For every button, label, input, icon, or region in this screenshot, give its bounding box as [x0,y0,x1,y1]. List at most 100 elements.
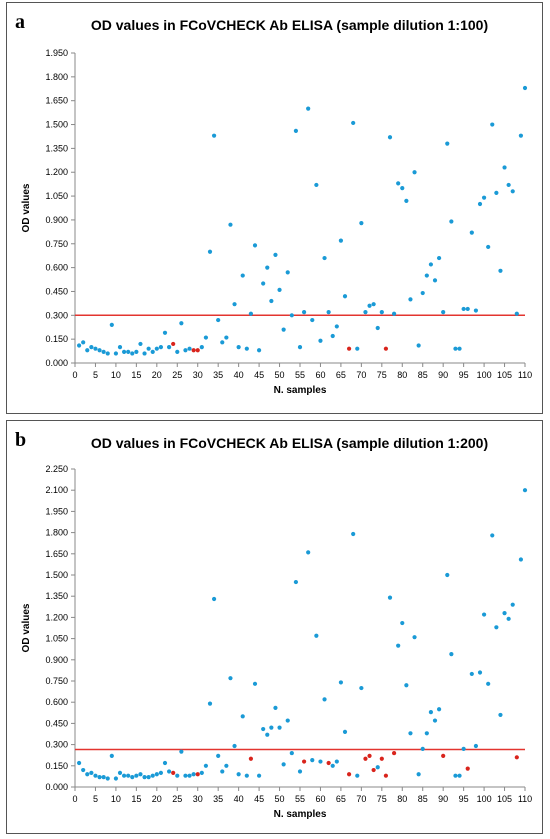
x-tick-label: 45 [254,794,264,804]
x-tick-label: 70 [356,794,366,804]
y-axis-label: OD values [21,183,32,232]
data-point-blue [494,625,499,630]
data-point-blue [277,725,282,730]
y-tick-label: 0.900 [45,215,68,225]
data-point-blue [281,762,286,767]
x-tick-label: 55 [295,370,305,380]
data-point-blue [330,763,335,768]
y-tick-label: 1.200 [45,167,68,177]
data-point-red [195,348,200,353]
x-tick-label: 85 [418,794,428,804]
data-point-blue [89,345,94,350]
data-point-blue [457,773,462,778]
y-tick-label: 1.350 [45,591,68,601]
data-point-red [383,773,389,778]
data-point-blue [428,262,434,267]
x-tick-label: 75 [377,370,387,380]
data-point-blue [256,773,262,778]
data-point-blue [310,758,315,763]
y-tick-label: 1.500 [45,120,68,130]
data-point-blue [351,120,356,126]
x-tick-label: 60 [315,370,325,380]
data-point-red [465,766,470,771]
x-tick-label: 45 [254,370,264,380]
data-point-blue [486,681,491,686]
data-point-blue [273,705,278,710]
data-point-blue [306,106,311,111]
data-point-blue [445,572,450,578]
data-point-blue [396,643,401,648]
data-point-blue [502,165,507,170]
x-tick-label: 0 [72,370,77,380]
data-point-blue [126,349,131,354]
data-point-blue [187,346,192,351]
data-point-blue [158,770,164,775]
data-point-red [346,346,352,351]
data-point-blue [404,198,409,203]
data-point-red [383,346,389,351]
x-tick-label: 95 [459,794,469,804]
x-axis-label: N. samples [274,385,327,396]
data-point-blue [179,321,184,326]
data-point-blue [510,602,515,607]
data-point-blue [408,297,413,302]
data-point-blue [477,201,483,207]
data-point-blue [432,278,438,283]
data-point-blue [367,303,372,308]
y-tick-label: 2.250 [45,464,68,474]
y-tick-label: 0.600 [45,263,68,273]
data-point-blue [158,345,164,350]
data-point-blue [121,349,127,354]
data-point-blue [289,750,294,756]
data-point-red [514,755,519,760]
x-tick-label: 55 [295,794,305,804]
data-point-blue [449,652,454,657]
data-point-blue [121,773,127,778]
data-point-blue [436,255,442,261]
data-point-blue [436,707,442,712]
data-point-blue [387,595,393,600]
data-point-blue [522,85,528,91]
x-tick-label: 35 [213,370,223,380]
data-point-blue [285,718,290,723]
data-point-red [391,750,397,756]
data-point-blue [252,243,258,248]
data-point-blue [449,219,454,224]
data-point-blue [281,327,286,332]
data-point-blue [522,488,528,493]
x-tick-label: 110 [518,370,532,380]
data-point-blue [101,775,106,780]
data-point-blue [240,714,245,719]
data-point-blue [109,753,114,759]
data-point-blue [142,775,147,780]
data-point-blue [146,775,151,780]
data-point-blue [85,772,90,777]
data-point-blue [391,311,397,316]
x-tick-label: 65 [336,370,346,380]
data-point-blue [330,333,335,339]
data-point-blue [134,773,139,778]
data-point-blue [109,322,114,327]
data-point-blue [207,701,213,706]
data-point-blue [314,182,319,188]
y-tick-label: 1.350 [45,143,68,153]
x-tick-label: 80 [397,370,407,380]
data-point-blue [420,290,425,296]
y-tick-label: 1.950 [45,48,68,58]
data-point-blue [265,732,270,737]
y-tick-label: 2.100 [45,485,68,495]
data-point-blue [490,533,495,538]
data-point-blue [441,310,446,315]
data-point-blue [130,775,135,780]
data-point-blue [514,311,519,316]
data-point-blue [244,773,249,778]
data-point-blue [97,348,102,353]
data-point-blue [445,141,450,146]
data-point-blue [453,773,458,778]
data-point-blue [126,773,131,778]
data-point-blue [355,346,360,351]
data-point-blue [338,680,344,685]
data-point-blue [183,348,188,353]
data-point-red [248,756,254,761]
data-point-blue [220,340,225,345]
